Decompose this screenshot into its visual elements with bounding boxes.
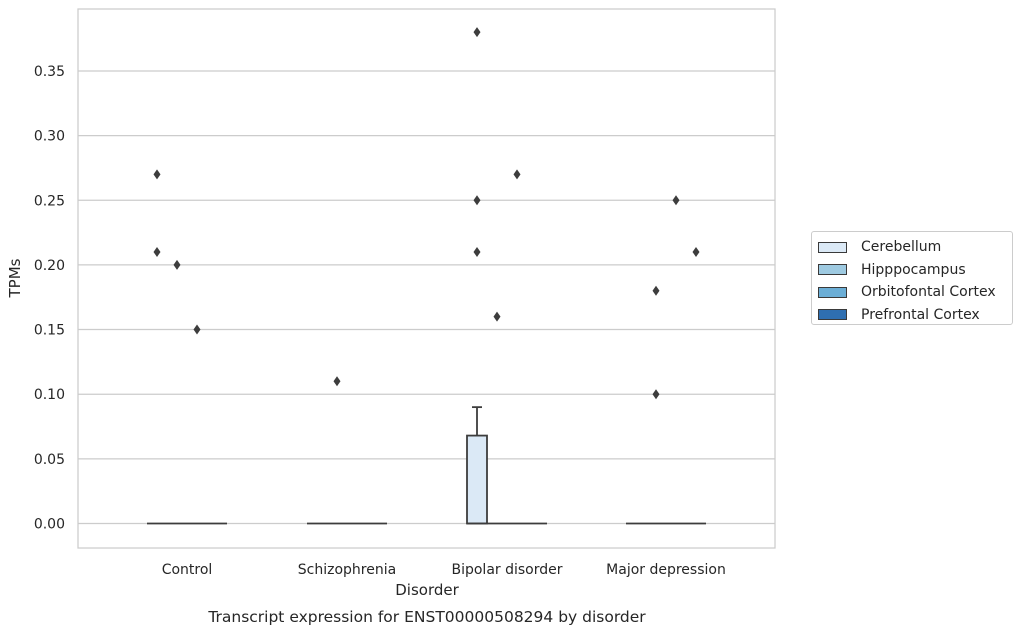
outlier-1-1-0 — [333, 376, 341, 387]
outlier-0-0-0 — [153, 169, 161, 180]
plot-frame — [77, 8, 776, 549]
x-category-label-1: Schizophrenia — [298, 562, 396, 578]
y-tick-label-5: 0.25 — [34, 193, 65, 209]
y-tick-label-0: 0.00 — [34, 517, 65, 533]
outlier-2-0-0 — [193, 324, 201, 335]
outlier-1-2-0 — [493, 311, 501, 322]
outlier-0-2-0 — [473, 27, 481, 38]
outlier-1-3-1 — [652, 389, 660, 400]
legend-label-prefrontal-cortex: Prefrontal Cortex — [861, 306, 980, 323]
y-tick-labels: 0.00 0.05 0.10 0.15 0.20 0.25 0.30 0.35 — [34, 64, 65, 533]
x-category-label-2: Bipolar disorder — [451, 562, 562, 578]
legend-swatch-orbitofrontal-cortex — [818, 286, 847, 298]
legend-swatch-cerebellum — [818, 241, 847, 253]
legend-item-cerebellum: Cerebellum — [818, 236, 1012, 259]
box-0-2 — [466, 434, 488, 525]
y-tick-label-1: 0.05 — [34, 452, 65, 468]
box-layer — [147, 406, 706, 525]
grid-lines — [78, 70, 775, 525]
legend-label-cerebellum: Cerebellum — [861, 239, 942, 256]
legend-item-prefrontal-cortex: Prefrontal Cortex — [818, 304, 1012, 327]
outlier-2-3-0 — [672, 195, 680, 206]
chart-title: Transcript expression for ENST0000050829… — [207, 608, 646, 626]
outlier-1-3-0 — [652, 285, 660, 296]
outlier-0-2-1 — [473, 195, 481, 206]
x-category-labels: Control Schizophrenia Bipolar disorder Majo… — [162, 562, 726, 578]
y-axis-label: TPMs — [6, 258, 24, 298]
outlier-layer — [153, 27, 700, 400]
y-tick-label-7: 0.35 — [34, 64, 65, 80]
x-category-label-0: Control — [162, 562, 213, 578]
legend-item-orbitofrontal-cortex: Orbitofontal Cortex — [818, 281, 1012, 304]
outlier-0-2-2 — [473, 246, 481, 257]
legend-swatch-prefrontal-cortex — [818, 309, 847, 321]
x-axis-label: Disorder — [395, 581, 459, 599]
outlier-2-2-0 — [513, 169, 521, 180]
x-category-label-3: Major depression — [606, 562, 726, 578]
y-tick-label-2: 0.10 — [34, 387, 65, 403]
legend-label-orbitofrontal-cortex: Orbitofontal Cortex — [861, 284, 996, 301]
y-tick-label-3: 0.15 — [34, 323, 65, 339]
y-tick-label-6: 0.30 — [34, 129, 65, 145]
outlier-0-0-1 — [153, 246, 161, 257]
legend-item-hippocampus: Hipppocampus — [818, 259, 1012, 282]
outlier-1-0-0 — [173, 259, 181, 270]
y-tick-label-4: 0.20 — [34, 258, 65, 274]
legend-label-hippocampus: Hipppocampus — [861, 261, 966, 278]
legend-swatch-hippocampus — [818, 264, 847, 276]
outlier-3-3-0 — [692, 246, 700, 257]
legend: Cerebellum Hipppocampus Orbitofontal Cor… — [811, 231, 1013, 325]
